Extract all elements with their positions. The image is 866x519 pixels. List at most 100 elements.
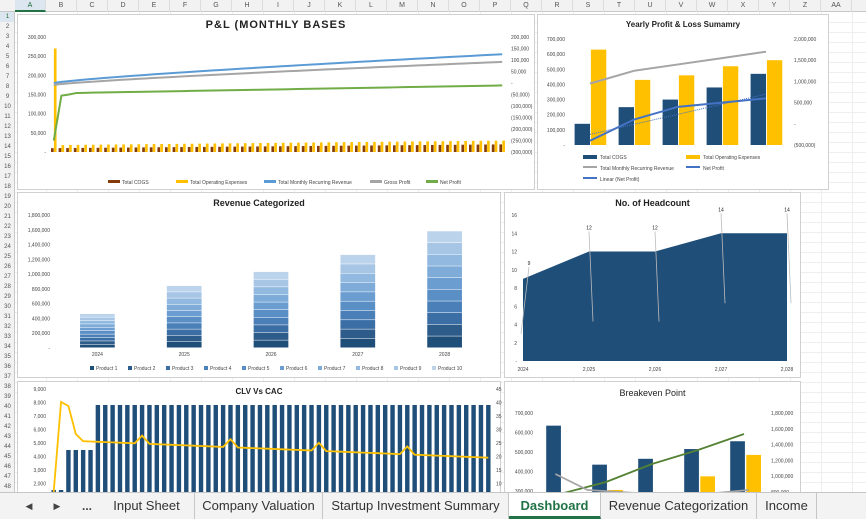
revenue-categorized-chart[interactable]: Revenue Categorized 1,800,000 1,600,000 1,… (17, 192, 501, 378)
row-header[interactable]: 48 (4, 484, 11, 490)
column-header[interactable]: AA (821, 0, 852, 12)
more-tabs-button[interactable]: ... (81, 499, 92, 513)
pl-left-tick: - (44, 150, 46, 156)
tab-input-sheet[interactable]: Input Sheet (99, 493, 195, 519)
column-header[interactable]: D (108, 0, 139, 12)
row-header[interactable]: 19 (4, 194, 11, 200)
row-header[interactable]: 28 (4, 284, 11, 290)
headcount-chart[interactable]: No. of Headcount 16 14 12 10 8 6 4 2 - 9 2024 12 2,0… (504, 192, 801, 378)
pl-opex-bar (297, 142, 300, 152)
row-header[interactable]: 14 (4, 144, 11, 150)
row-header[interactable]: 6 (5, 64, 10, 70)
column-header[interactable]: X (728, 0, 759, 12)
row-header[interactable]: 47 (4, 474, 11, 480)
clv-bar (184, 405, 189, 492)
row-header[interactable]: 31 (4, 314, 11, 320)
column-header[interactable]: V (666, 0, 697, 12)
row-header[interactable]: 25 (4, 254, 11, 260)
row-header[interactable]: 36 (4, 364, 11, 370)
revenue-legend-label: Product 6 (286, 366, 308, 372)
row-header[interactable]: 46 (4, 464, 11, 470)
row-header[interactable]: 37 (4, 374, 11, 380)
yearly-cogs-bar (750, 73, 766, 145)
column-header[interactable]: H (232, 0, 263, 12)
column-header[interactable]: C (77, 0, 108, 12)
tab-income[interactable]: Income (757, 493, 817, 519)
row-header[interactable]: 13 (4, 134, 11, 140)
row-header[interactable]: 10 (4, 104, 11, 110)
row-header[interactable]: 9 (5, 94, 10, 100)
row-header[interactable]: 45 (4, 454, 11, 460)
column-header[interactable]: N (418, 0, 449, 12)
column-header[interactable]: A (15, 0, 46, 12)
pl-left-tick: 300,000 (28, 35, 46, 41)
row-header[interactable]: 42 (4, 424, 11, 430)
row-header[interactable]: 1 (0, 12, 14, 22)
row-header[interactable]: 32 (4, 324, 11, 330)
row-header[interactable]: 23 (4, 234, 11, 240)
clv-cac-chart[interactable]: CLV Vs CAC 9,000 8,000 7,000 6,000 5,000 4,00… (17, 381, 502, 492)
row-header[interactable]: 7 (5, 74, 10, 80)
column-header[interactable]: Z (790, 0, 821, 12)
row-header[interactable]: 44 (4, 444, 11, 450)
row-header[interactable]: 26 (4, 264, 11, 270)
tab-scroll-left-icon[interactable]: ◀ (25, 501, 33, 511)
tab-revenue-categorization[interactable]: Revenue Categorization (601, 493, 757, 519)
column-header[interactable]: Q (511, 0, 542, 12)
breakeven-chart[interactable]: Breakeven Point 700,000 600,000 500,000 400… (504, 381, 801, 492)
row-header[interactable]: 38 (4, 384, 11, 390)
row-header[interactable]: 16 (4, 164, 11, 170)
column-header[interactable]: M (387, 0, 418, 12)
clv-left-tick: 6,000 (33, 428, 46, 434)
tab-startup-investment-summary[interactable]: Startup Investment Summary (323, 493, 509, 519)
column-header[interactable]: K (325, 0, 356, 12)
row-header[interactable]: 5 (5, 54, 10, 60)
row-header[interactable]: 33 (4, 334, 11, 340)
row-header[interactable]: 8 (5, 84, 10, 90)
clv-bar (287, 405, 292, 492)
pl-monthly-chart[interactable]: P&L (MONTHLY BASES 300,000 250,000 200,000… (17, 14, 535, 190)
column-header[interactable]: B (46, 0, 77, 12)
column-header[interactable]: T (604, 0, 635, 12)
row-header[interactable]: 4 (5, 44, 10, 50)
column-header[interactable]: W (697, 0, 728, 12)
row-header[interactable]: 21 (4, 214, 11, 220)
row-header[interactable]: 2 (5, 24, 10, 30)
column-header[interactable]: O (449, 0, 480, 12)
row-header[interactable]: 40 (4, 404, 11, 410)
tab-company-valuation[interactable]: Company Valuation (195, 493, 323, 519)
row-header[interactable]: 30 (4, 304, 11, 310)
column-header[interactable]: L (356, 0, 387, 12)
pl-legend-swatch (264, 180, 276, 183)
row-header[interactable]: 15 (4, 154, 11, 160)
row-header[interactable]: 27 (4, 274, 11, 280)
row-header[interactable]: 29 (4, 294, 11, 300)
row-header[interactable]: 39 (4, 394, 11, 400)
yearly-pl-chart[interactable]: Yearly Profit & Loss Sumamry 700,000 600,… (537, 14, 829, 190)
tab-dashboard[interactable]: Dashboard (509, 493, 601, 519)
column-header[interactable]: J (294, 0, 325, 12)
column-header[interactable]: F (170, 0, 201, 12)
worksheet[interactable]: P&L (MONTHLY BASES 300,000 250,000 200,000… (15, 12, 866, 492)
row-header[interactable]: 24 (4, 244, 11, 250)
row-header[interactable]: 11 (4, 114, 11, 120)
column-header[interactable]: S (573, 0, 604, 12)
column-header[interactable]: R (542, 0, 573, 12)
row-header[interactable]: 34 (4, 344, 11, 350)
row-header[interactable]: 3 (5, 34, 10, 40)
column-header[interactable]: P (480, 0, 511, 12)
row-header[interactable]: 18 (4, 184, 11, 190)
tab-scroll-right-icon[interactable]: ▶ (53, 501, 61, 511)
column-header[interactable]: E (139, 0, 170, 12)
column-header[interactable]: U (635, 0, 666, 12)
row-header[interactable]: 41 (4, 414, 11, 420)
column-header[interactable]: I (263, 0, 294, 12)
row-header[interactable]: 12 (4, 124, 11, 130)
row-header[interactable]: 22 (4, 224, 11, 230)
row-header[interactable]: 20 (4, 204, 11, 210)
row-header[interactable]: 43 (4, 434, 11, 440)
column-header[interactable]: G (201, 0, 232, 12)
row-header[interactable]: 17 (4, 174, 11, 180)
column-header[interactable]: Y (759, 0, 790, 12)
row-header[interactable]: 35 (4, 354, 11, 360)
